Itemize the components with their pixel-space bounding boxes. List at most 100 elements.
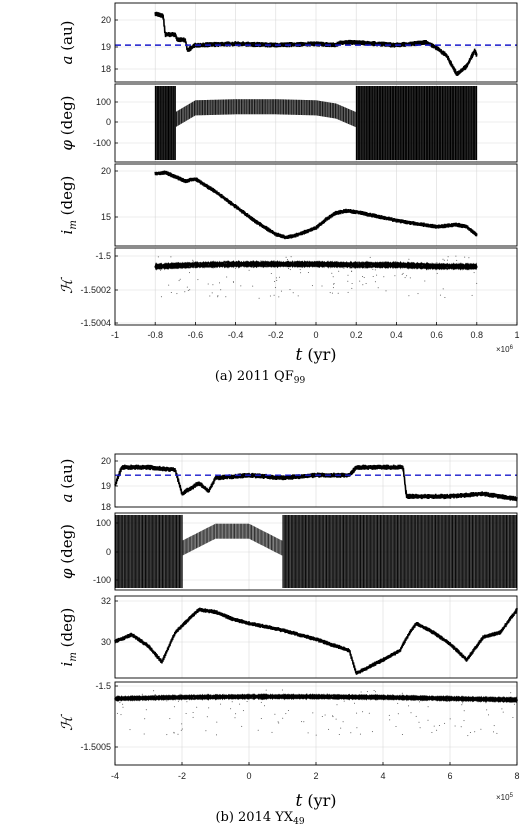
hamiltonian-trace bbox=[154, 259, 478, 271]
hamiltonian-scatter-point bbox=[370, 265, 372, 267]
hamiltonian-scatter-point bbox=[409, 277, 411, 279]
y-tick-label: -1.5 bbox=[95, 681, 111, 691]
hamiltonian-scatter-point bbox=[141, 693, 143, 695]
hamiltonian-scatter-point bbox=[160, 269, 162, 271]
hamiltonian-scatter-point bbox=[285, 713, 287, 715]
hamiltonian-scatter-point bbox=[351, 270, 352, 272]
hamiltonian-scatter-point bbox=[377, 287, 379, 289]
hamiltonian-scatter-point bbox=[307, 263, 309, 265]
x-tick-label: 0 bbox=[246, 771, 251, 781]
hamiltonian-scatter-point bbox=[206, 716, 208, 718]
hamiltonian-scatter-point bbox=[199, 698, 201, 700]
hamiltonian-scatter-point bbox=[212, 284, 214, 286]
hamiltonian-scatter-point bbox=[120, 714, 122, 716]
hamiltonian-scatter-point bbox=[359, 733, 361, 735]
hamiltonian-scatter-point bbox=[488, 714, 489, 716]
hamiltonian-scatter-point bbox=[351, 287, 353, 289]
x-tick-label: -0.6 bbox=[188, 330, 204, 340]
hamiltonian-scatter-point bbox=[188, 265, 190, 267]
hamiltonian-scatter-point bbox=[503, 699, 505, 701]
hamiltonian-scatter-point bbox=[354, 702, 355, 704]
hamiltonian-scatter-point bbox=[401, 273, 403, 275]
hamiltonian-scatter-point bbox=[444, 722, 446, 724]
hamiltonian-scatter-point bbox=[332, 716, 334, 718]
data-traces bbox=[114, 11, 519, 737]
hamiltonian-scatter-point bbox=[169, 718, 171, 720]
hamiltonian-scatter-point bbox=[290, 256, 292, 258]
hamiltonian-scatter-point bbox=[467, 735, 469, 737]
hamiltonian-scatter-point bbox=[275, 277, 277, 279]
hamiltonian-scatter-point bbox=[274, 713, 276, 715]
hamiltonian-scatter-point bbox=[402, 272, 404, 274]
hamiltonian-scatter-point bbox=[143, 733, 145, 735]
hamiltonian-scatter-point bbox=[276, 279, 278, 281]
hamiltonian-scatter-point bbox=[462, 702, 464, 704]
hamiltonian-scatter-point bbox=[154, 694, 156, 696]
y-tick-label: -1.5004 bbox=[80, 318, 111, 328]
hamiltonian-scatter-point bbox=[368, 712, 370, 714]
hamiltonian-scatter-point bbox=[186, 701, 188, 703]
hamiltonian-scatter-point bbox=[307, 272, 309, 273]
hamiltonian-scatter-point bbox=[331, 292, 333, 294]
hamiltonian-scatter-point bbox=[278, 276, 280, 278]
y-tick-label: 30 bbox=[101, 637, 111, 647]
hamiltonian-scatter-point bbox=[321, 716, 323, 717]
hamiltonian-scatter-point bbox=[347, 274, 349, 276]
hamiltonian-scatter-point bbox=[179, 693, 181, 695]
hamiltonian-scatter-point bbox=[417, 267, 419, 269]
hamiltonian-scatter-point bbox=[431, 732, 433, 733]
y-axis-label: φ (deg) bbox=[58, 524, 76, 579]
hamiltonian-scatter-point bbox=[145, 709, 147, 711]
hamiltonian-scatter-point bbox=[446, 699, 448, 701]
hamiltonian-scatter-point bbox=[116, 712, 118, 714]
hamiltonian-scatter-point bbox=[366, 691, 368, 693]
hamiltonian-scatter-point bbox=[297, 295, 299, 297]
hamiltonian-scatter-point bbox=[248, 269, 250, 271]
hamiltonian-scatter-point bbox=[301, 721, 303, 723]
hamiltonian-scatter-point bbox=[347, 280, 349, 282]
hamiltonian-scatter-point bbox=[269, 295, 271, 297]
hamiltonian-scatter-point bbox=[501, 708, 503, 710]
inclination-trace bbox=[114, 607, 518, 675]
hamiltonian-scatter-point bbox=[282, 717, 284, 719]
hamiltonian-scatter-point bbox=[471, 294, 473, 296]
x-tick-label: -4 bbox=[111, 771, 119, 781]
hamiltonian-scatter-point bbox=[461, 704, 463, 706]
hamiltonian-scatter-point bbox=[476, 282, 478, 284]
hamiltonian-scatter-point bbox=[436, 262, 438, 264]
hamiltonian-scatter-point bbox=[460, 726, 462, 728]
hamiltonian-scatter-point bbox=[257, 729, 259, 731]
y-axis-label: ℋ bbox=[58, 714, 76, 731]
y-tick-label: 0 bbox=[106, 117, 111, 127]
y-axis-label: im (deg) bbox=[58, 608, 79, 667]
hamiltonian-scatter-point bbox=[177, 700, 179, 702]
hamiltonian-scatter-point bbox=[122, 703, 124, 705]
hamiltonian-scatter-point bbox=[219, 282, 220, 284]
hamiltonian-scatter-point bbox=[421, 264, 423, 266]
semimajor-axis-trace bbox=[154, 11, 478, 76]
hamiltonian-scatter-point bbox=[433, 725, 435, 727]
hamiltonian-scatter-point bbox=[196, 706, 198, 708]
hamiltonian-scatter-point bbox=[343, 267, 345, 269]
hamiltonian-scatter-point bbox=[324, 714, 326, 716]
hamiltonian-scatter-point bbox=[442, 288, 444, 290]
hamiltonian-scatter-point bbox=[389, 719, 391, 721]
hamiltonian-scatter-point bbox=[207, 283, 209, 285]
hamiltonian-scatter-point bbox=[356, 727, 358, 729]
x-axis-label: t (yr) bbox=[295, 345, 336, 365]
hamiltonian-scatter-point bbox=[436, 729, 438, 731]
hamiltonian-scatter-point bbox=[235, 267, 236, 269]
hamiltonian-scatter-point bbox=[510, 692, 512, 694]
hamiltonian-scatter-point bbox=[273, 294, 275, 296]
hamiltonian-scatter-point bbox=[406, 275, 408, 277]
hamiltonian-scatter-point bbox=[332, 696, 334, 697]
hamiltonian-scatter-point bbox=[209, 295, 211, 297]
y-tick-label: 18 bbox=[101, 502, 111, 512]
x-tick-label: 6 bbox=[447, 771, 452, 781]
hamiltonian-scatter-point bbox=[179, 278, 181, 280]
x-tick-label: 8 bbox=[514, 771, 519, 781]
hamiltonian-scatter-point bbox=[447, 259, 448, 261]
hamiltonian-scatter-point bbox=[446, 695, 448, 697]
hamiltonian-scatter-point bbox=[217, 296, 219, 298]
